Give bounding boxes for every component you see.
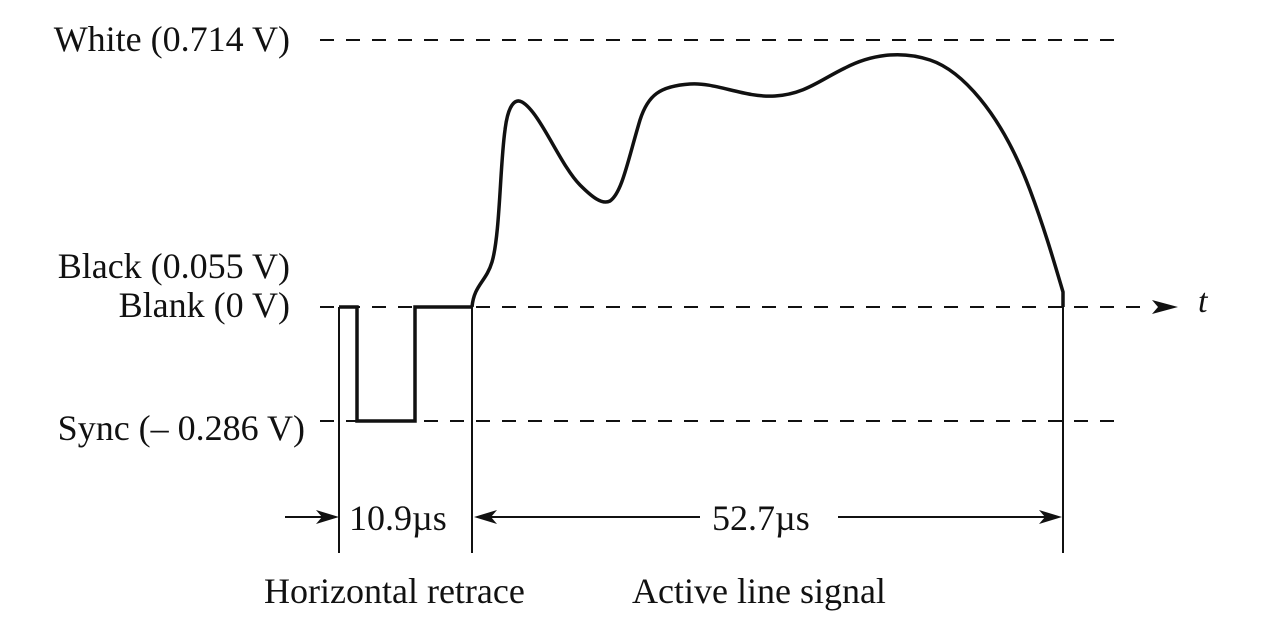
white-level-label: White (0.714 V) — [54, 19, 290, 59]
active-signal-waveform — [470, 53, 1065, 308]
sync-pulse-waveform — [339, 305, 472, 423]
active-right-arrowhead — [1039, 510, 1062, 524]
retrace-duration-label: 10.9µs — [349, 498, 447, 538]
time-axis-arrowhead — [1152, 300, 1178, 314]
active-duration-label: 52.7µs — [712, 498, 810, 538]
horizontal-retrace-label: Horizontal retrace — [264, 571, 525, 611]
retrace-arrowhead — [316, 510, 339, 524]
time-axis-label: t — [1198, 283, 1209, 320]
sync-level-label: Sync (– 0.286 V) — [58, 408, 305, 448]
active-left-arrowhead — [474, 510, 497, 524]
active-line-signal-label: Active line signal — [632, 571, 886, 611]
black-level-label: Black (0.055 V) — [58, 246, 290, 286]
blank-level-label: Blank (0 V) — [119, 285, 290, 325]
